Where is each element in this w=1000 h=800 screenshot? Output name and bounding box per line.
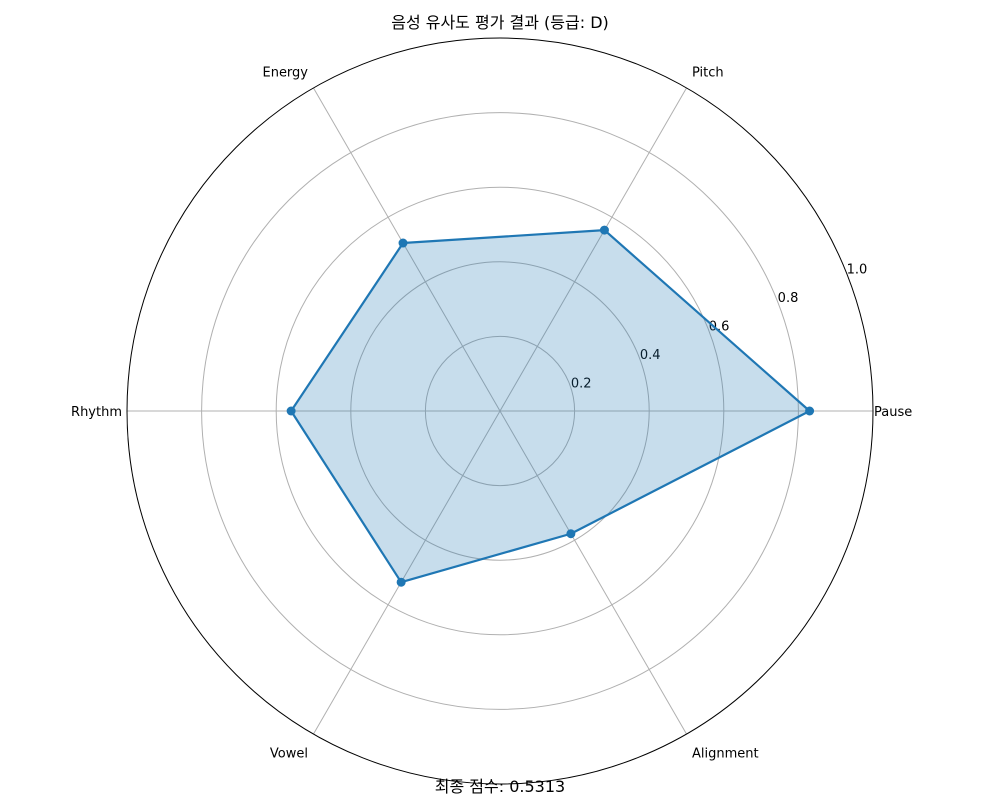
radial-tick-label: 1.0 (847, 262, 868, 277)
spoke-line (313, 87, 501, 412)
axis-label: Alignment (692, 747, 759, 762)
outer-frame (126, 37, 874, 785)
spoke-line (499, 87, 687, 412)
data-point (599, 225, 609, 235)
axis-labels: Pause Pitch Energy Rhythm Vowel Alignment (71, 65, 912, 761)
axis-label: Pitch (692, 65, 724, 80)
data-point (566, 529, 576, 539)
spoke-line (313, 410, 501, 735)
data-point (805, 406, 815, 416)
data-point (396, 577, 406, 587)
radial-tick-label: 0.2 (571, 376, 592, 391)
series-area (291, 230, 810, 583)
series (286, 225, 815, 587)
radial-tick-label: 0.4 (640, 348, 661, 363)
radial-tick-label: 0.6 (709, 319, 730, 334)
axis-label: Vowel (270, 747, 308, 762)
spoke-line (499, 410, 687, 735)
axis-label: Pause (874, 405, 912, 420)
data-point (286, 406, 296, 416)
axis-label: Energy (262, 65, 308, 80)
final-score-text: 최종 점수: 0.5313 (435, 777, 565, 796)
radial-tick-label: 0.8 (778, 291, 799, 306)
chart-title: 음성 유사도 평가 결과 (등급: D) (391, 13, 609, 32)
radial-tick-labels: 0.2 0.4 0.6 0.8 1.0 (571, 262, 867, 391)
axis-label: Rhythm (71, 405, 122, 420)
data-point (398, 238, 408, 248)
